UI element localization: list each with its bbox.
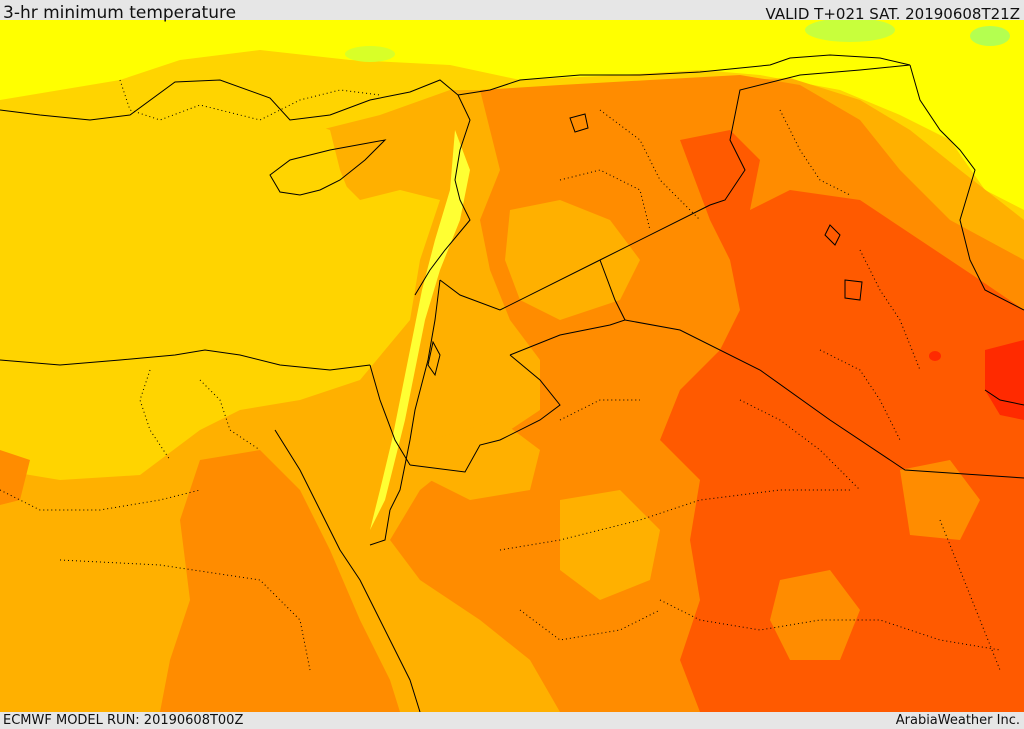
field-red-orange	[660, 130, 1024, 712]
field-patch-2	[560, 490, 660, 600]
field-coast-yellow	[0, 80, 400, 460]
country-borders	[0, 54, 1024, 712]
field-jordan-yellow	[370, 130, 470, 530]
model-run: ECMWF MODEL RUN: 20190608T00Z	[3, 713, 244, 728]
field-north-yellow	[0, 20, 1024, 210]
header-bar: 3-hr minimum temperature VALID T+021 SAT…	[0, 0, 1024, 23]
map-title: 3-hr minimum temperature	[3, 3, 237, 23]
field-patch-1	[505, 200, 640, 320]
temperature-map	[0, 20, 1024, 712]
field-egypt-orange-2	[0, 450, 30, 505]
field-north-green-2	[970, 26, 1010, 46]
field-patch-3	[430, 420, 540, 500]
field-north-green-1	[805, 20, 895, 42]
province-borders	[0, 79, 1001, 671]
field-egypt-orange	[160, 450, 400, 712]
lakes	[427, 113, 863, 377]
field-red-patch-2	[900, 460, 980, 540]
credit: ArabiaWeather Inc.	[895, 713, 1020, 728]
field-red	[985, 340, 1024, 420]
footer-bar: ECMWF MODEL RUN: 20190608T00Z ArabiaWeat…	[0, 712, 1024, 729]
valid-time: VALID T+021 SAT. 20190608T21Z	[765, 5, 1020, 23]
field-north-green-3	[345, 46, 395, 62]
field-red-spot-2	[929, 351, 941, 361]
field-red-patch-1	[770, 570, 860, 660]
